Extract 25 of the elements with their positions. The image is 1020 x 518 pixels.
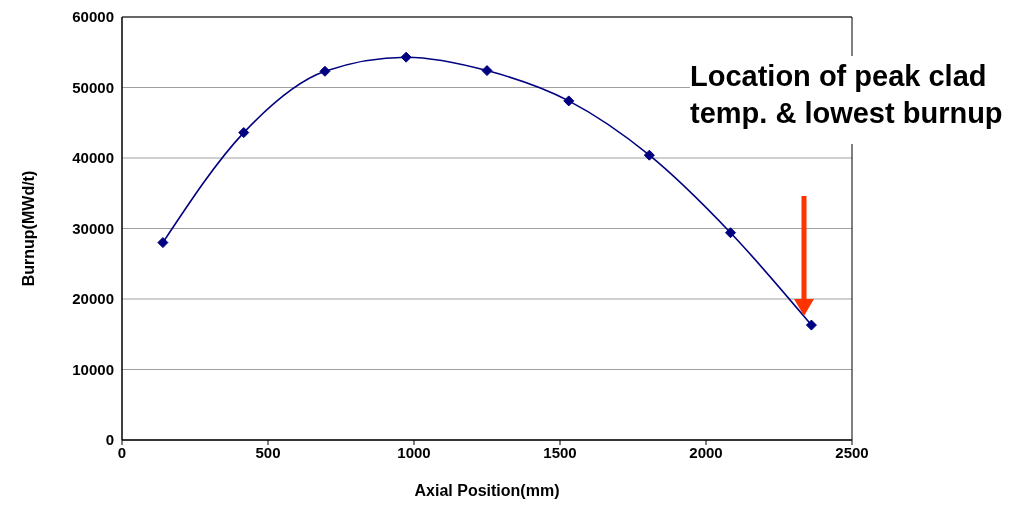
y-axis-title: Burnup(MWd/t) xyxy=(19,170,37,287)
point xyxy=(238,127,250,139)
x-tick-label: 2500 xyxy=(835,443,869,461)
x-tick-label: 2000 xyxy=(689,443,723,461)
annotation: Location of peak clad temp. & lowest burnup xyxy=(690,56,1008,144)
x-axis-title: Axial Position(mm) xyxy=(414,482,560,499)
point xyxy=(481,65,493,77)
y-tick-label: 60000 xyxy=(72,8,114,26)
point xyxy=(643,149,655,161)
point xyxy=(725,227,737,239)
x-tick-label: 1000 xyxy=(397,443,431,461)
y-tick-label: 30000 xyxy=(72,219,114,237)
y-tick-label: 50000 xyxy=(72,78,114,96)
x-tick-label: 0 xyxy=(117,443,127,461)
y-tick-label: 40000 xyxy=(72,149,114,167)
point xyxy=(319,65,331,77)
x-tick-label: 1500 xyxy=(543,443,577,461)
x-tick-label: 500 xyxy=(255,443,281,461)
y-tick-label: 0 xyxy=(105,431,114,449)
point xyxy=(157,237,169,249)
point xyxy=(805,319,817,331)
y-tick-label: 10000 xyxy=(72,360,114,378)
y-tick-label: 20000 xyxy=(72,290,114,308)
point xyxy=(563,95,575,107)
point xyxy=(400,51,412,63)
